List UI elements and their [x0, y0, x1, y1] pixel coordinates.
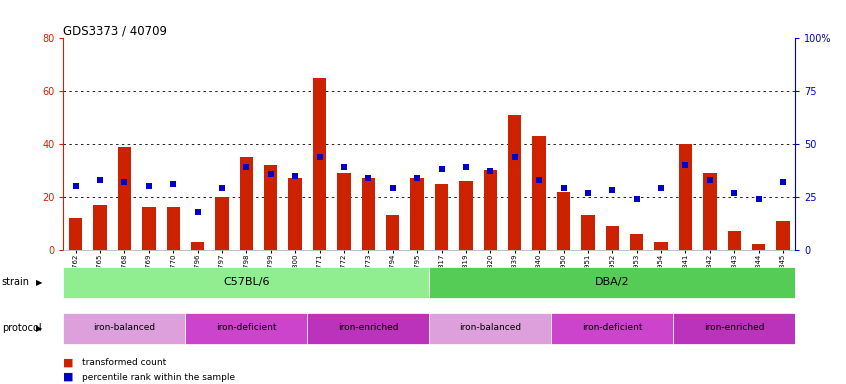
Point [386, 185, 399, 192]
Text: transformed count: transformed count [82, 358, 167, 367]
Text: iron-deficient: iron-deficient [582, 323, 643, 332]
Point [215, 185, 228, 192]
Point [435, 166, 448, 172]
Point [69, 183, 82, 189]
Bar [673, 313, 795, 344]
Bar [728, 231, 741, 250]
Text: iron-deficient: iron-deficient [216, 323, 277, 332]
Point [654, 185, 667, 192]
Point [142, 183, 156, 189]
Bar [93, 205, 107, 250]
Point [93, 177, 107, 183]
Point [118, 179, 131, 185]
Bar [429, 267, 795, 298]
Bar [606, 226, 619, 250]
Bar [63, 313, 185, 344]
Bar [703, 173, 717, 250]
Text: ■: ■ [63, 358, 74, 368]
Bar [239, 157, 253, 250]
Text: C57BL/6: C57BL/6 [223, 276, 270, 286]
Point [459, 164, 473, 170]
Bar [338, 173, 351, 250]
Text: DBA/2: DBA/2 [595, 276, 629, 286]
Point [508, 154, 521, 160]
Bar [435, 184, 448, 250]
Bar [654, 242, 667, 250]
Point [606, 187, 619, 194]
Point [410, 175, 424, 181]
Point [288, 173, 302, 179]
Bar [288, 178, 302, 250]
Bar [313, 78, 327, 250]
Point [338, 164, 351, 170]
Bar [777, 220, 790, 250]
Point [728, 190, 741, 196]
Bar [386, 215, 399, 250]
Point [361, 175, 375, 181]
Bar [630, 234, 644, 250]
Point [557, 185, 570, 192]
Point [630, 196, 644, 202]
Text: iron-balanced: iron-balanced [93, 323, 156, 332]
Bar [361, 178, 375, 250]
Text: GDS3373 / 40709: GDS3373 / 40709 [63, 25, 168, 38]
Point [532, 177, 546, 183]
Bar [429, 313, 552, 344]
Text: strain: strain [2, 277, 30, 287]
Bar [167, 207, 180, 250]
Text: iron-enriched: iron-enriched [338, 323, 398, 332]
Bar [484, 170, 497, 250]
Text: protocol: protocol [2, 323, 41, 333]
Point [167, 181, 180, 187]
Point [777, 179, 790, 185]
Point [581, 190, 595, 196]
Point [484, 169, 497, 175]
Bar [191, 242, 205, 250]
Text: iron-enriched: iron-enriched [704, 323, 765, 332]
Bar [581, 215, 595, 250]
Bar [307, 313, 429, 344]
Text: ▶: ▶ [36, 324, 43, 333]
Bar [459, 181, 473, 250]
Bar [69, 218, 82, 250]
Text: ▶: ▶ [36, 278, 43, 287]
Point [703, 177, 717, 183]
Bar [410, 178, 424, 250]
Point [264, 170, 277, 177]
Bar [142, 207, 156, 250]
Text: percentile rank within the sample: percentile rank within the sample [82, 372, 235, 382]
Point [313, 154, 327, 160]
Bar [752, 244, 766, 250]
Bar [557, 192, 570, 250]
Bar [532, 136, 546, 250]
Point [678, 162, 692, 168]
Text: ■: ■ [63, 372, 74, 382]
Bar [185, 313, 307, 344]
Bar [552, 313, 673, 344]
Point [191, 209, 205, 215]
Bar [118, 147, 131, 250]
Text: iron-balanced: iron-balanced [459, 323, 521, 332]
Point [752, 196, 766, 202]
Bar [63, 267, 429, 298]
Bar [508, 115, 521, 250]
Point [239, 164, 253, 170]
Bar [678, 144, 692, 250]
Bar [264, 165, 277, 250]
Bar [215, 197, 228, 250]
